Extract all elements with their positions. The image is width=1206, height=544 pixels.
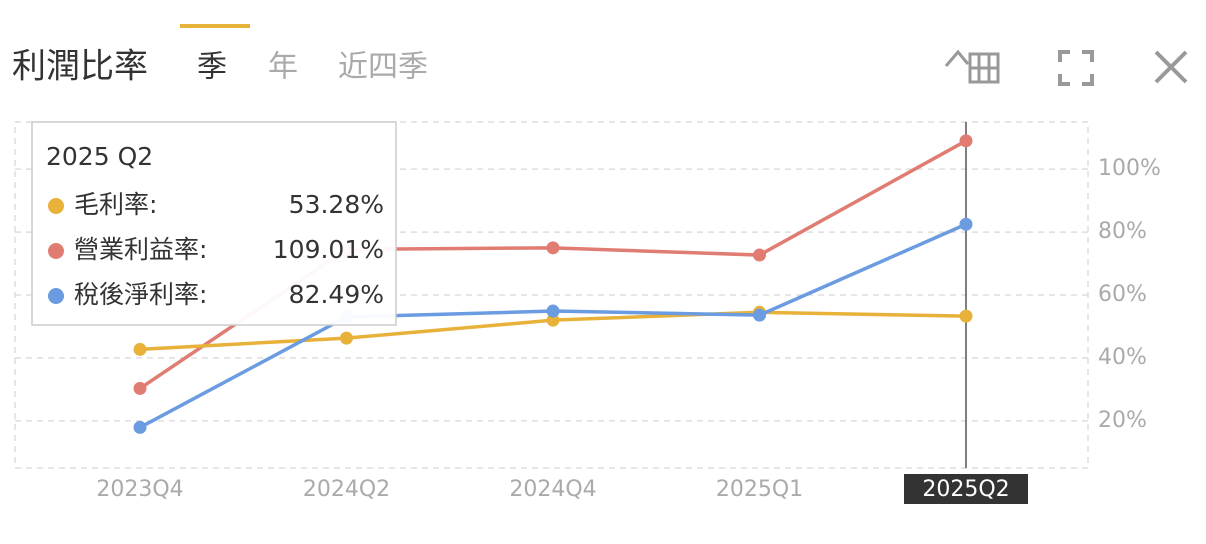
tooltip-value: 82.49% [289, 280, 384, 309]
tooltip-legend-dot [48, 243, 64, 259]
active-tab-indicator [180, 24, 250, 28]
x-tick-label: 2025Q2 [922, 477, 1009, 502]
y-tick-label: 60% [1098, 282, 1147, 307]
tooltip-value: 109.01% [273, 235, 384, 264]
tab[interactable]: 季 [197, 50, 227, 85]
tooltip-legend-dot [48, 288, 64, 304]
data-point [959, 217, 973, 231]
x-tick-label: 2024Q4 [509, 477, 596, 502]
data-point [546, 313, 560, 327]
data-point [133, 342, 147, 356]
data-point [753, 308, 766, 322]
widget-title: 利潤比率 [12, 47, 148, 87]
y-tick-label: 40% [1098, 345, 1147, 370]
data-point [959, 134, 973, 148]
y-tick-label: 80% [1098, 219, 1147, 244]
tooltip: 2025 Q2 毛利率: 53.28% 營業利益率: 109.01% 稅後淨利率: 82.4… [31, 121, 397, 326]
data-point [340, 331, 353, 345]
x-tick-label: 2023Q4 [96, 477, 183, 502]
tooltip-box [31, 121, 397, 326]
tooltip-value: 53.28% [289, 190, 384, 219]
chart-type-icon[interactable] [944, 49, 1000, 84]
tab[interactable]: 近四季 [338, 50, 428, 85]
data-point [753, 248, 766, 262]
y-tick-label: 20% [1098, 408, 1147, 433]
data-point [959, 309, 973, 323]
tooltip-title: 2025 Q2 [46, 142, 153, 171]
tooltip-label: 毛利率: [74, 190, 157, 219]
data-point [133, 420, 147, 434]
tab[interactable]: 年 [268, 50, 298, 85]
data-point [546, 241, 560, 255]
y-tick-label: 100% [1098, 156, 1161, 181]
fullscreen-icon[interactable] [1058, 50, 1094, 86]
active-x-label-bg [904, 474, 1028, 504]
tooltip-label: 營業利益率: [74, 235, 207, 264]
close-icon[interactable] [1154, 50, 1188, 84]
tooltip-label: 稅後淨利率: [74, 280, 207, 309]
data-point [133, 381, 147, 395]
x-tick-label: 2025Q1 [716, 477, 803, 502]
data-point [546, 304, 560, 318]
tooltip-legend-dot [48, 198, 64, 214]
x-tick-label: 2024Q2 [303, 477, 390, 502]
